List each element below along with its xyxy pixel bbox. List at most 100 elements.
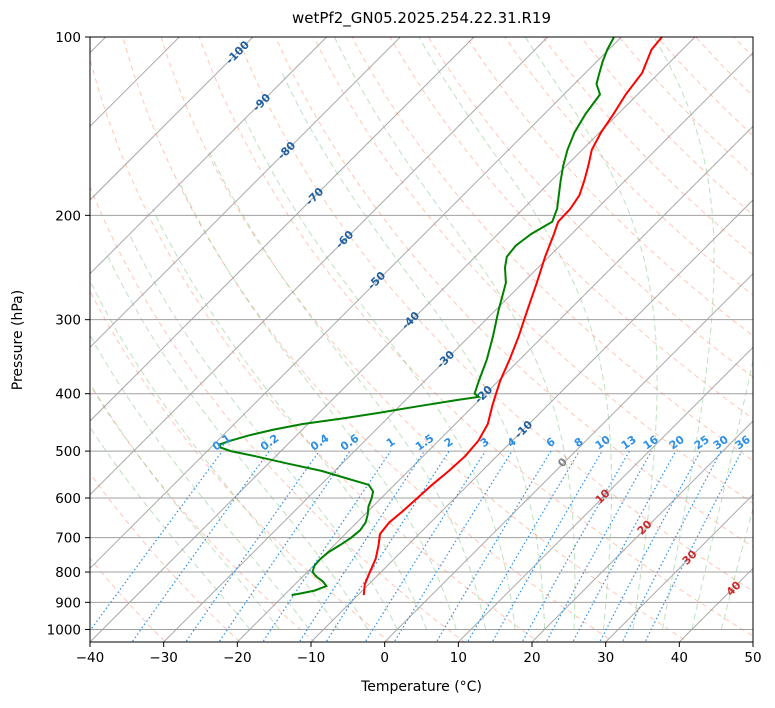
- x-tick-label: 40: [671, 650, 688, 666]
- isotherm-line: [90, 37, 549, 496]
- isotherm-line: [90, 37, 181, 128]
- y-axis-label: Pressure (hPa): [10, 289, 26, 391]
- isotherm-line: [90, 37, 402, 349]
- dry-adiabat-line: [427, 37, 753, 378]
- mixing-ratio-label: 3: [478, 435, 492, 450]
- mixing-ratio-line: [364, 450, 486, 642]
- y-tick-label: 100: [55, 30, 81, 46]
- x-tick-label: −40: [76, 650, 105, 666]
- isotherm-line: [310, 199, 753, 642]
- dry-adiabat-line: [90, 557, 167, 642]
- isotherm-line: [604, 493, 753, 642]
- dry-adiabat-line: [90, 384, 316, 642]
- dry-adiabat-line: [236, 37, 753, 592]
- temperature-profile-line: [362, 37, 663, 596]
- mixing-ratio-line: [435, 450, 552, 642]
- y-tick-label: 700: [55, 531, 81, 547]
- mixing-ratio-label: 2: [442, 435, 456, 450]
- isotherm-line: [752, 641, 753, 642]
- theta-e-label: 10: [593, 486, 613, 506]
- mixing-ratio-label: 20: [667, 433, 687, 453]
- moist-adiabat-line: [281, 72, 546, 630]
- dry-adiabat-line: [656, 37, 753, 137]
- mixing-ratio-line: [393, 450, 513, 642]
- x-axis-label: Temperature (°C): [361, 679, 482, 695]
- dry-adiabat-line: [504, 37, 753, 296]
- moist-adiabat-line: [90, 382, 280, 630]
- x-tick-label: 20: [523, 650, 540, 666]
- mixing-ratio-label: 1: [384, 435, 398, 450]
- moist-adiabat-line: [178, 180, 457, 630]
- isotherm-line: [162, 51, 753, 642]
- isotherm-line: [531, 420, 753, 642]
- moist-adiabat-line: [333, 37, 576, 630]
- mixing-ratio-label: 0.2: [258, 432, 281, 454]
- isotherm-line: [90, 37, 328, 275]
- dry-adiabat-line: [618, 37, 753, 176]
- mixing-ratio-label: 13: [619, 433, 639, 452]
- mixing-ratio-line: [90, 450, 223, 632]
- dry-adiabat-line: [90, 185, 465, 642]
- moist-adiabat-line: [152, 208, 428, 630]
- mixing-ratio-label: 0.4: [308, 431, 332, 453]
- theta-e-label: 0: [555, 455, 570, 470]
- x-tick-label: 0: [380, 650, 389, 666]
- mixing-ratio-label: 36: [733, 433, 753, 453]
- dry-adiabat-line: [580, 37, 753, 216]
- isotherm-line: [383, 272, 753, 642]
- isotherm-line: [457, 346, 753, 642]
- x-tick-label: −20: [223, 650, 252, 666]
- moist-adiabat-line: [653, 37, 715, 630]
- x-tick-label: −10: [297, 650, 326, 666]
- dry-adiabat-line: [90, 56, 540, 642]
- moist-adiabat-line: [418, 37, 613, 630]
- mixing-ratio-label: 0.6: [338, 431, 362, 453]
- dry-adiabat-line: [465, 37, 753, 337]
- isotherm-line: [90, 37, 623, 570]
- mixing-ratio-line: [218, 450, 351, 642]
- mixing-ratio-line: [545, 450, 653, 642]
- mixing-ratio-line: [572, 450, 677, 642]
- x-tick-label: 30: [597, 650, 614, 666]
- isotherm-label: -50: [365, 269, 388, 292]
- y-tick-label: 400: [55, 387, 81, 403]
- mixing-ratio-line: [466, 450, 580, 642]
- moist-adiabat-line: [524, 37, 658, 630]
- x-tick-label: 50: [744, 650, 761, 666]
- mixing-ratio-label: 1.5: [413, 432, 436, 454]
- isotherm-line: [0, 10, 59, 654]
- dry-adiabat-line: [542, 37, 753, 256]
- moist-adiabat-line: [104, 251, 369, 630]
- chart-title: wetPf2_GN05.2025.254.22.31.R19: [291, 9, 551, 27]
- isotherm-line: [236, 125, 753, 642]
- dry-adiabat-line: [313, 37, 753, 505]
- moist-adiabat-line: [242, 113, 516, 630]
- y-tick-label: 1000: [47, 622, 81, 638]
- mixing-ratio-line: [599, 450, 702, 642]
- plot-frame: [89, 36, 754, 643]
- dewpoint-profile-line: [218, 37, 615, 597]
- y-tick-label: 200: [55, 208, 81, 224]
- moist-adiabat-line: [207, 149, 487, 630]
- mixing-ratio-line: [298, 450, 425, 642]
- y-tick-label: 900: [55, 595, 81, 611]
- mixing-ratio-line: [644, 450, 743, 642]
- y-tick-label: 800: [55, 565, 81, 581]
- dry-adiabat-line: [733, 37, 753, 58]
- moist-adiabat-line: [720, 506, 753, 630]
- mixing-ratio-line: [185, 450, 320, 642]
- dry-adiabat-line: [389, 37, 753, 420]
- dry-adiabat-line: [746, 10, 775, 654]
- mixing-ratio-line: [621, 450, 722, 642]
- mixing-ratio-label: 30: [711, 433, 731, 453]
- isotherm-label: -20: [472, 383, 495, 406]
- moist-adiabat-line: [691, 358, 753, 630]
- x-tick-label: −30: [149, 650, 178, 666]
- isotherm-line: [90, 37, 254, 201]
- y-tick-label: 500: [55, 444, 81, 460]
- dry-adiabat-line: [90, 290, 391, 642]
- moist-adiabat-line: [128, 233, 398, 630]
- moist-adiabat-line: [90, 279, 339, 630]
- dry-adiabat-line: [90, 472, 241, 642]
